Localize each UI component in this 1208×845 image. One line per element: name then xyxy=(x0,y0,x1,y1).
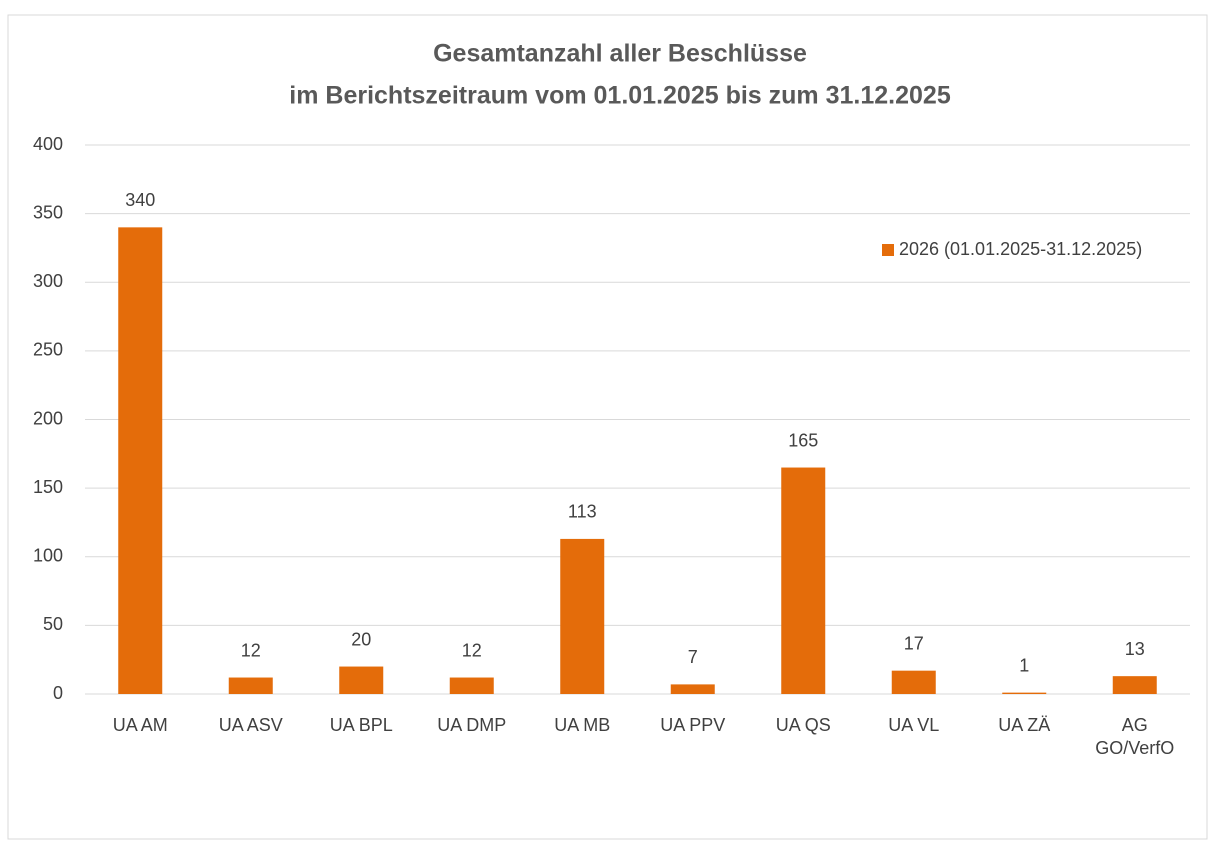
data-label: 12 xyxy=(241,640,261,660)
bar xyxy=(339,666,384,694)
chart-title: im Berichtszeitraum vom 01.01.2025 bis z… xyxy=(289,82,951,110)
bar xyxy=(560,538,605,694)
legend-label: 2026 (01.01.2025-31.12.2025) xyxy=(899,239,1142,259)
data-label: 7 xyxy=(688,647,698,667)
x-tick-label: UA VL xyxy=(888,715,940,735)
data-label: 113 xyxy=(568,502,597,522)
bar xyxy=(781,467,826,694)
y-tick-label: 400 xyxy=(33,134,63,154)
data-label: 12 xyxy=(462,640,482,660)
chart-title: Gesamtanzahl aller Beschlüsse xyxy=(433,40,807,68)
y-tick-label: 250 xyxy=(33,340,63,360)
bar xyxy=(228,677,273,694)
x-tick-label: UA BPL xyxy=(329,715,393,735)
bar xyxy=(1002,692,1047,694)
x-tick-label: UA PPV xyxy=(660,715,726,735)
bar xyxy=(1112,676,1157,694)
x-tick-label: AG GO/VerfO xyxy=(1095,715,1175,758)
y-tick-label: 300 xyxy=(33,271,63,291)
x-tick-label: UA ZÄ xyxy=(998,715,1051,735)
bar xyxy=(118,227,163,694)
y-tick-label: 350 xyxy=(33,202,63,222)
data-label: 17 xyxy=(904,633,924,653)
y-tick-label: 0 xyxy=(53,683,63,703)
bar xyxy=(891,670,936,694)
data-label: 1 xyxy=(1019,655,1029,675)
x-tick-label: UA ASV xyxy=(218,715,283,735)
data-label: 340 xyxy=(125,190,155,210)
legend-swatch xyxy=(882,244,894,256)
bar xyxy=(670,684,715,694)
data-label: 13 xyxy=(1125,639,1145,659)
chart-frame xyxy=(7,14,1208,840)
x-tick-label: UA MB xyxy=(554,715,611,735)
data-label: 20 xyxy=(351,629,371,649)
y-tick-label: 200 xyxy=(33,408,63,428)
y-tick-label: 50 xyxy=(43,614,63,634)
x-tick-label: UA QS xyxy=(775,715,831,735)
data-label: 165 xyxy=(788,430,818,450)
x-tick-label: UA DMP xyxy=(437,715,507,735)
y-tick-label: 100 xyxy=(33,546,63,566)
bar xyxy=(449,677,494,694)
y-tick-label: 150 xyxy=(33,477,63,497)
x-tick-label: UA AM xyxy=(112,715,168,735)
